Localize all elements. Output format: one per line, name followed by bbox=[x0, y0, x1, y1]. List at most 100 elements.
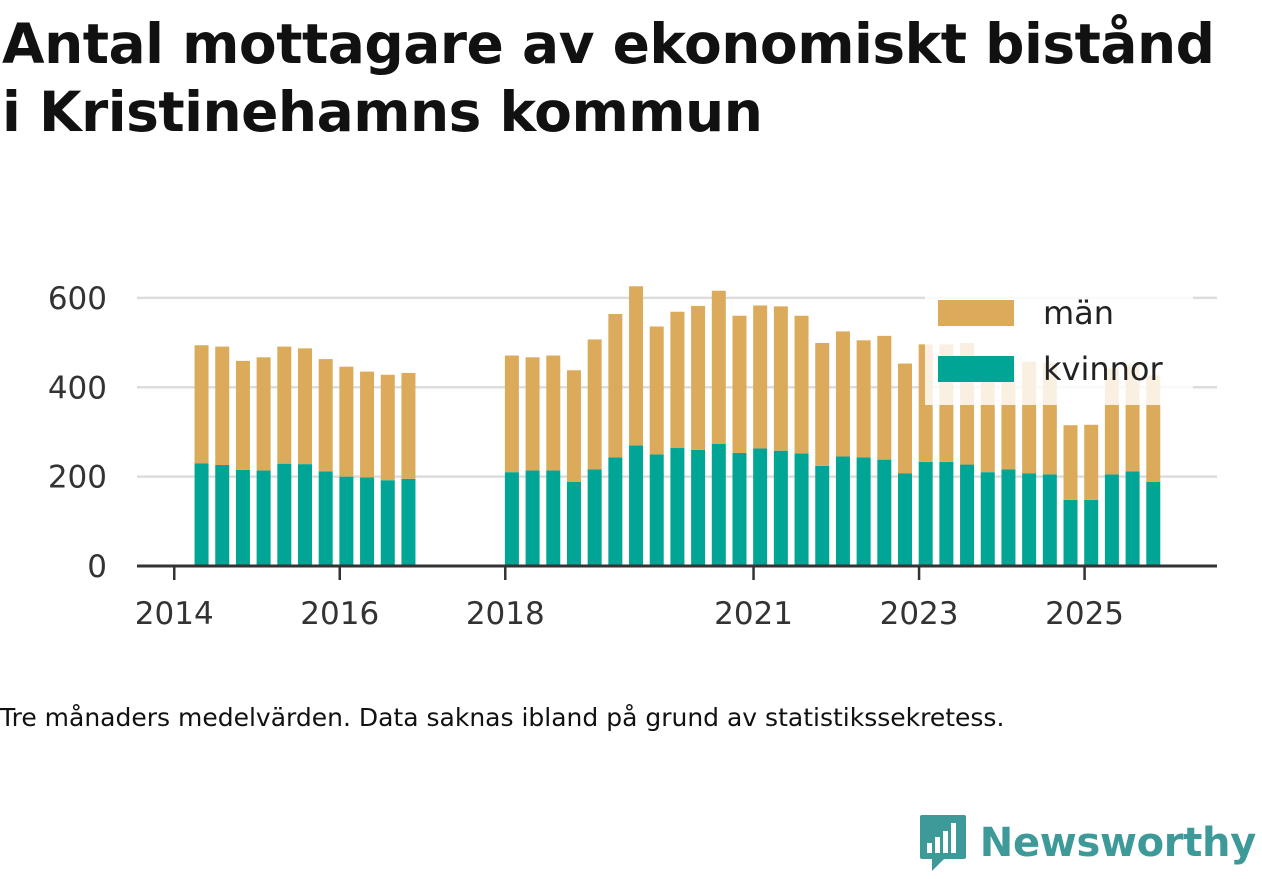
newsworthy-logo-icon bbox=[919, 815, 966, 871]
x-tick-label: 2021 bbox=[714, 596, 793, 632]
bar-kvinnor bbox=[773, 450, 788, 566]
bar-kvinnor bbox=[339, 476, 354, 566]
y-tick-label: 200 bbox=[48, 460, 107, 496]
logo-bar-1 bbox=[926, 843, 932, 853]
chart-caption: Tre månaders medelvärden. Data saknas ib… bbox=[0, 703, 1005, 732]
chart-title-line-2: i Kristinehamns kommun bbox=[2, 80, 763, 144]
bar-kvinnor bbox=[525, 470, 540, 566]
bar-kvinnor bbox=[1104, 474, 1119, 566]
y-tick-label: 400 bbox=[48, 370, 107, 406]
bar-man bbox=[401, 372, 416, 479]
bar-man bbox=[711, 290, 726, 445]
x-tick-label: 2025 bbox=[1045, 596, 1124, 632]
legend: män kvinnor bbox=[925, 290, 1193, 405]
chart-title: Antal mottagare av ekonomiskt bistånd i … bbox=[2, 10, 1260, 146]
bar-man bbox=[504, 355, 519, 473]
bar-kvinnor bbox=[649, 454, 664, 566]
legend-swatch-man bbox=[938, 300, 1014, 326]
bar-man bbox=[194, 345, 209, 464]
bar-man bbox=[794, 315, 809, 454]
bar-man bbox=[215, 346, 230, 466]
bar-kvinnor bbox=[898, 473, 912, 566]
bar-kvinnor bbox=[856, 457, 871, 566]
bar-kvinnor bbox=[277, 463, 292, 566]
logo-bar-3 bbox=[942, 831, 948, 853]
x-tick-label: 2018 bbox=[466, 596, 545, 632]
bar-man bbox=[753, 305, 768, 449]
bar-man bbox=[566, 370, 581, 482]
bar-kvinnor bbox=[1063, 499, 1078, 566]
bar-kvinnor bbox=[835, 456, 850, 566]
bar-kvinnor bbox=[670, 448, 685, 566]
axes: 0 200 400 600 2014 2016 2018 2021 2023 2025 bbox=[48, 281, 1217, 632]
bar-kvinnor bbox=[980, 472, 995, 566]
bar-man bbox=[815, 343, 830, 466]
x-tick-label: 2016 bbox=[300, 596, 379, 632]
bar-kvinnor bbox=[587, 469, 602, 566]
bar-kvinnor bbox=[877, 459, 892, 566]
bar-man bbox=[525, 357, 540, 471]
bar-man bbox=[649, 326, 664, 455]
x-tick-label: 2023 bbox=[880, 596, 959, 632]
bar-man bbox=[629, 286, 644, 446]
bar-kvinnor bbox=[298, 464, 312, 566]
bar-kvinnor bbox=[401, 478, 416, 566]
bar-man bbox=[546, 355, 561, 471]
y-tick-label: 0 bbox=[87, 549, 107, 585]
newsworthy-logo-text: Newsworthy bbox=[979, 820, 1257, 866]
bar-kvinnor bbox=[815, 465, 830, 566]
bar-kvinnor bbox=[360, 477, 375, 566]
bar-man bbox=[1084, 424, 1099, 500]
bar-man bbox=[877, 335, 892, 460]
logo-bar-2 bbox=[934, 837, 940, 853]
bar-kvinnor bbox=[256, 470, 271, 566]
bar-kvinnor bbox=[732, 452, 747, 566]
bar-kvinnor bbox=[608, 457, 623, 566]
bar-kvinnor bbox=[215, 465, 230, 566]
bar-kvinnor bbox=[939, 461, 954, 566]
bar-kvinnor bbox=[794, 453, 809, 566]
bar-man bbox=[898, 363, 912, 474]
bar-kvinnor bbox=[711, 444, 726, 566]
y-tick-label: 600 bbox=[48, 281, 107, 317]
bar-man bbox=[235, 360, 250, 470]
x-tick-label: 2014 bbox=[135, 596, 214, 632]
newsworthy-logo: Newsworthy bbox=[918, 813, 1256, 873]
bar-kvinnor bbox=[318, 471, 333, 566]
logo-bar-4 bbox=[950, 823, 956, 853]
bar-man bbox=[318, 359, 333, 472]
bar-man bbox=[670, 311, 685, 449]
bar-kvinnor bbox=[380, 480, 395, 566]
bar-man bbox=[691, 305, 706, 450]
bar-kvinnor bbox=[1125, 471, 1140, 566]
bar-man bbox=[339, 366, 354, 477]
legend-label-kvinnor: kvinnor bbox=[1043, 350, 1164, 388]
bar-kvinnor bbox=[546, 470, 561, 566]
bar-man bbox=[773, 306, 788, 451]
bars bbox=[194, 286, 1161, 566]
bar-kvinnor bbox=[1146, 481, 1161, 566]
bar-man bbox=[587, 339, 602, 470]
bar-man bbox=[856, 340, 871, 458]
bar-kvinnor bbox=[1042, 474, 1057, 566]
bar-kvinnor bbox=[1001, 469, 1016, 566]
bar-man bbox=[298, 348, 312, 465]
chart-title-line-1: Antal mottagare av ekonomiskt bistånd bbox=[2, 12, 1215, 76]
legend-swatch-kvinnor bbox=[938, 356, 1014, 382]
bar-kvinnor bbox=[566, 481, 581, 566]
stacked-bar-chart: 0 200 400 600 2014 2016 2018 2021 2023 2025 män kv… bbox=[48, 281, 1217, 632]
bar-kvinnor bbox=[960, 464, 975, 566]
bar-kvinnor bbox=[918, 461, 933, 566]
bar-kvinnor bbox=[1022, 473, 1037, 566]
bar-man bbox=[360, 371, 375, 478]
bar-man bbox=[608, 313, 623, 458]
bar-kvinnor bbox=[235, 469, 250, 566]
bar-kvinnor bbox=[504, 472, 519, 566]
bar-kvinnor bbox=[629, 445, 644, 566]
bar-kvinnor bbox=[194, 463, 209, 566]
bar-kvinnor bbox=[753, 448, 768, 566]
bar-man bbox=[732, 315, 747, 453]
bar-man bbox=[380, 374, 395, 481]
bar-kvinnor bbox=[691, 449, 706, 566]
bar-man bbox=[256, 357, 271, 471]
